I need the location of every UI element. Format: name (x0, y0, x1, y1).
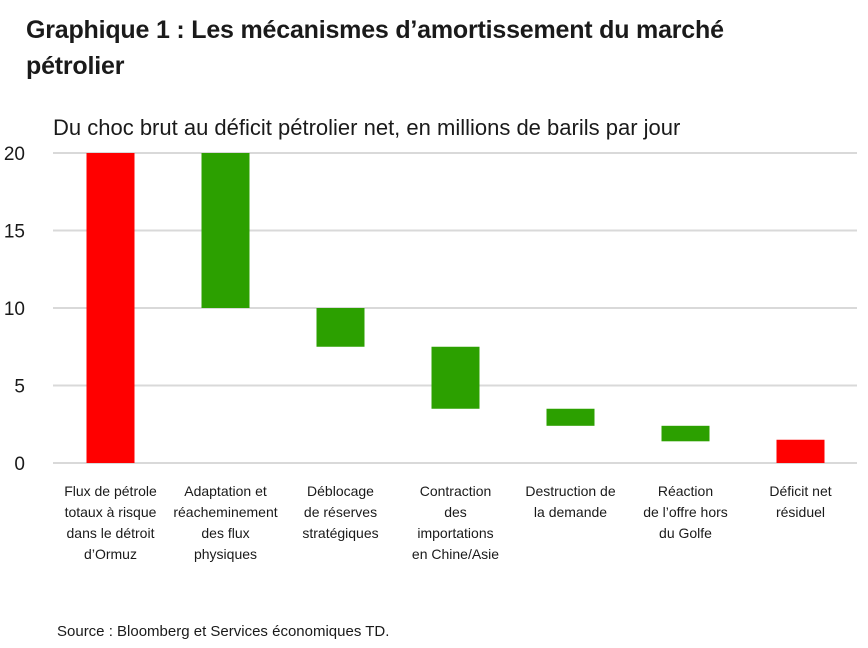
x-category-label-line: en Chine/Asie (412, 546, 499, 562)
x-category-label-line: la demande (534, 504, 607, 520)
x-category-label-line: Contraction (420, 483, 492, 499)
x-category-label-line: de l’offre hors (643, 504, 728, 520)
x-category-label-line: Flux de pétrole (64, 483, 157, 499)
x-category-label-line: d’Ormuz (84, 546, 137, 562)
x-category-label-line: des (444, 504, 467, 520)
chart-title: Graphique 1 : Les mécanismes d’amortisse… (26, 16, 724, 80)
x-category-label-line: Adaptation et (184, 483, 267, 499)
y-tick-label: 0 (14, 454, 25, 475)
y-tick-label: 15 (4, 222, 25, 243)
x-category-label-line: de réserves (304, 504, 377, 520)
y-tick-label: 5 (14, 377, 25, 398)
x-category-label-line: physiques (194, 546, 257, 562)
gridlines (53, 152, 857, 464)
x-category-label-line: Destruction de (525, 483, 615, 499)
chart-subtitle: Du choc brut au déficit pétrolier net, e… (53, 115, 681, 140)
waterfall-bar (776, 439, 825, 463)
x-category-label: Réaction de l’offre hors du Golfe (643, 483, 728, 541)
x-category-label: Contraction des importations en Chine/Asie (412, 483, 499, 562)
waterfall-bar (546, 408, 595, 426)
x-category-label-line: des flux (201, 525, 249, 541)
y-tick-label: 10 (4, 299, 25, 320)
x-category-label: Destruction de la demande (525, 483, 615, 520)
waterfall-bar (661, 425, 710, 442)
x-category-label-line: du Golfe (659, 525, 712, 541)
x-category-label-line: Déblocage (307, 483, 374, 499)
x-axis-categories: Flux de pétrole totaux à risque dans le dé… (64, 483, 832, 562)
waterfall-bar (201, 153, 250, 308)
x-category-label-line: importations (417, 525, 493, 541)
x-category-label: Déficit net résiduel (769, 483, 831, 520)
source-note: Source : Bloomberg et Services économiqu… (57, 623, 390, 640)
waterfall-chart: 0 5 10 15 20 Flux de pétrole totaux à risque d… (4, 144, 857, 562)
x-category-label-line: résiduel (776, 504, 825, 520)
x-category-label: Adaptation et réacheminement des flux physi… (173, 483, 277, 562)
waterfall-bar (86, 153, 135, 463)
x-category-label-line: réacheminement (173, 504, 277, 520)
y-tick-label: 20 (4, 144, 25, 165)
waterfall-bar (431, 346, 480, 409)
y-axis-ticks: 0 5 10 15 20 (4, 144, 25, 475)
x-category-label-line: Déficit net (769, 483, 831, 499)
x-category-label-line: totaux à risque (65, 504, 157, 520)
x-category-label-line: Réaction (658, 483, 713, 499)
x-category-label: Flux de pétrole totaux à risque dans le dé… (64, 483, 157, 562)
bars (86, 153, 825, 463)
x-category-label-line: dans le détroit (67, 525, 155, 541)
waterfall-bar (316, 308, 365, 347)
x-category-label-line: stratégiques (302, 525, 378, 541)
x-category-label: Déblocage de réserves stratégiques (302, 483, 378, 541)
